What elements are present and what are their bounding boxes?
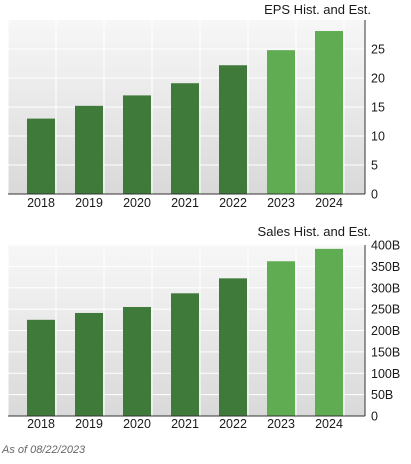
sales-bar-2024 xyxy=(315,248,343,416)
sales-chart-title: Sales Hist. and Est. xyxy=(258,224,371,239)
sales-ytick-label-4: 200B xyxy=(371,324,400,338)
sales-xtick-label-2023: 2023 xyxy=(267,417,295,431)
sales-xtick-label-2021: 2021 xyxy=(171,417,199,431)
eps-ytick-label-0: 0 xyxy=(371,188,378,202)
eps-xtick-label-2023: 2023 xyxy=(267,196,295,210)
sales-ytick-label-3: 150B xyxy=(371,345,400,359)
sales-bar-2023 xyxy=(267,261,295,416)
eps-xtick-label-2019: 2019 xyxy=(75,196,103,210)
sales-ytick-label-2: 100B xyxy=(371,367,400,381)
eps-ytick-label-1: 5 xyxy=(371,159,378,173)
eps-xtick-label-2021: 2021 xyxy=(171,196,199,210)
eps-chart: 0 5 10 15 20 25 2018 2019 2020 2021 2022 2023 2024 EP… xyxy=(7,2,385,210)
sales-bar-2021 xyxy=(171,293,199,416)
eps-xtick-label-2018: 2018 xyxy=(27,196,55,210)
sales-xtick-label-2020: 2020 xyxy=(123,417,151,431)
eps-ytick-label-5: 25 xyxy=(371,43,385,57)
eps-bar-2021 xyxy=(171,83,199,194)
eps-bar-2020 xyxy=(123,95,151,194)
sales-xtick-label-2024: 2024 xyxy=(315,417,343,431)
sales-xtick-label-2022: 2022 xyxy=(219,417,247,431)
sales-bar-2019 xyxy=(75,312,103,416)
eps-bar-2024 xyxy=(315,31,343,194)
sales-ytick-label-8: 400B xyxy=(371,239,400,253)
eps-bar-2018 xyxy=(27,118,55,194)
eps-bar-2022 xyxy=(219,65,247,195)
eps-xtick-label-2020: 2020 xyxy=(123,196,151,210)
sales-bar-2018 xyxy=(27,319,55,416)
sales-ytick-label-5: 250B xyxy=(371,303,400,317)
eps-ytick-label-3: 15 xyxy=(371,101,385,115)
eps-chart-title: EPS Hist. and Est. xyxy=(264,2,371,17)
eps-ytick-label-2: 10 xyxy=(371,130,385,144)
sales-xtick-label-2019: 2019 xyxy=(75,417,103,431)
sales-ytick-label-6: 300B xyxy=(371,281,400,295)
sales-bar-2022 xyxy=(219,278,247,416)
sales-ytick-label-0: 0 xyxy=(371,410,378,424)
sales-bar-2020 xyxy=(123,306,151,416)
eps-bar-2019 xyxy=(75,105,103,194)
sales-xtick-label-2018: 2018 xyxy=(27,417,55,431)
sales-ytick-label-7: 350B xyxy=(371,260,400,274)
eps-xtick-label-2024: 2024 xyxy=(315,196,343,210)
as-of-date: As of 08/22/2023 xyxy=(2,444,86,456)
sales-chart: 0 50B 100B 150B 200B 250B 300B 350B 400B 2018 2019… xyxy=(7,224,400,431)
sales-ytick-label-1: 50B xyxy=(371,388,393,402)
eps-xtick-label-2022: 2022 xyxy=(219,196,247,210)
eps-bar-2023 xyxy=(267,50,295,194)
eps-ytick-label-4: 20 xyxy=(371,72,385,86)
